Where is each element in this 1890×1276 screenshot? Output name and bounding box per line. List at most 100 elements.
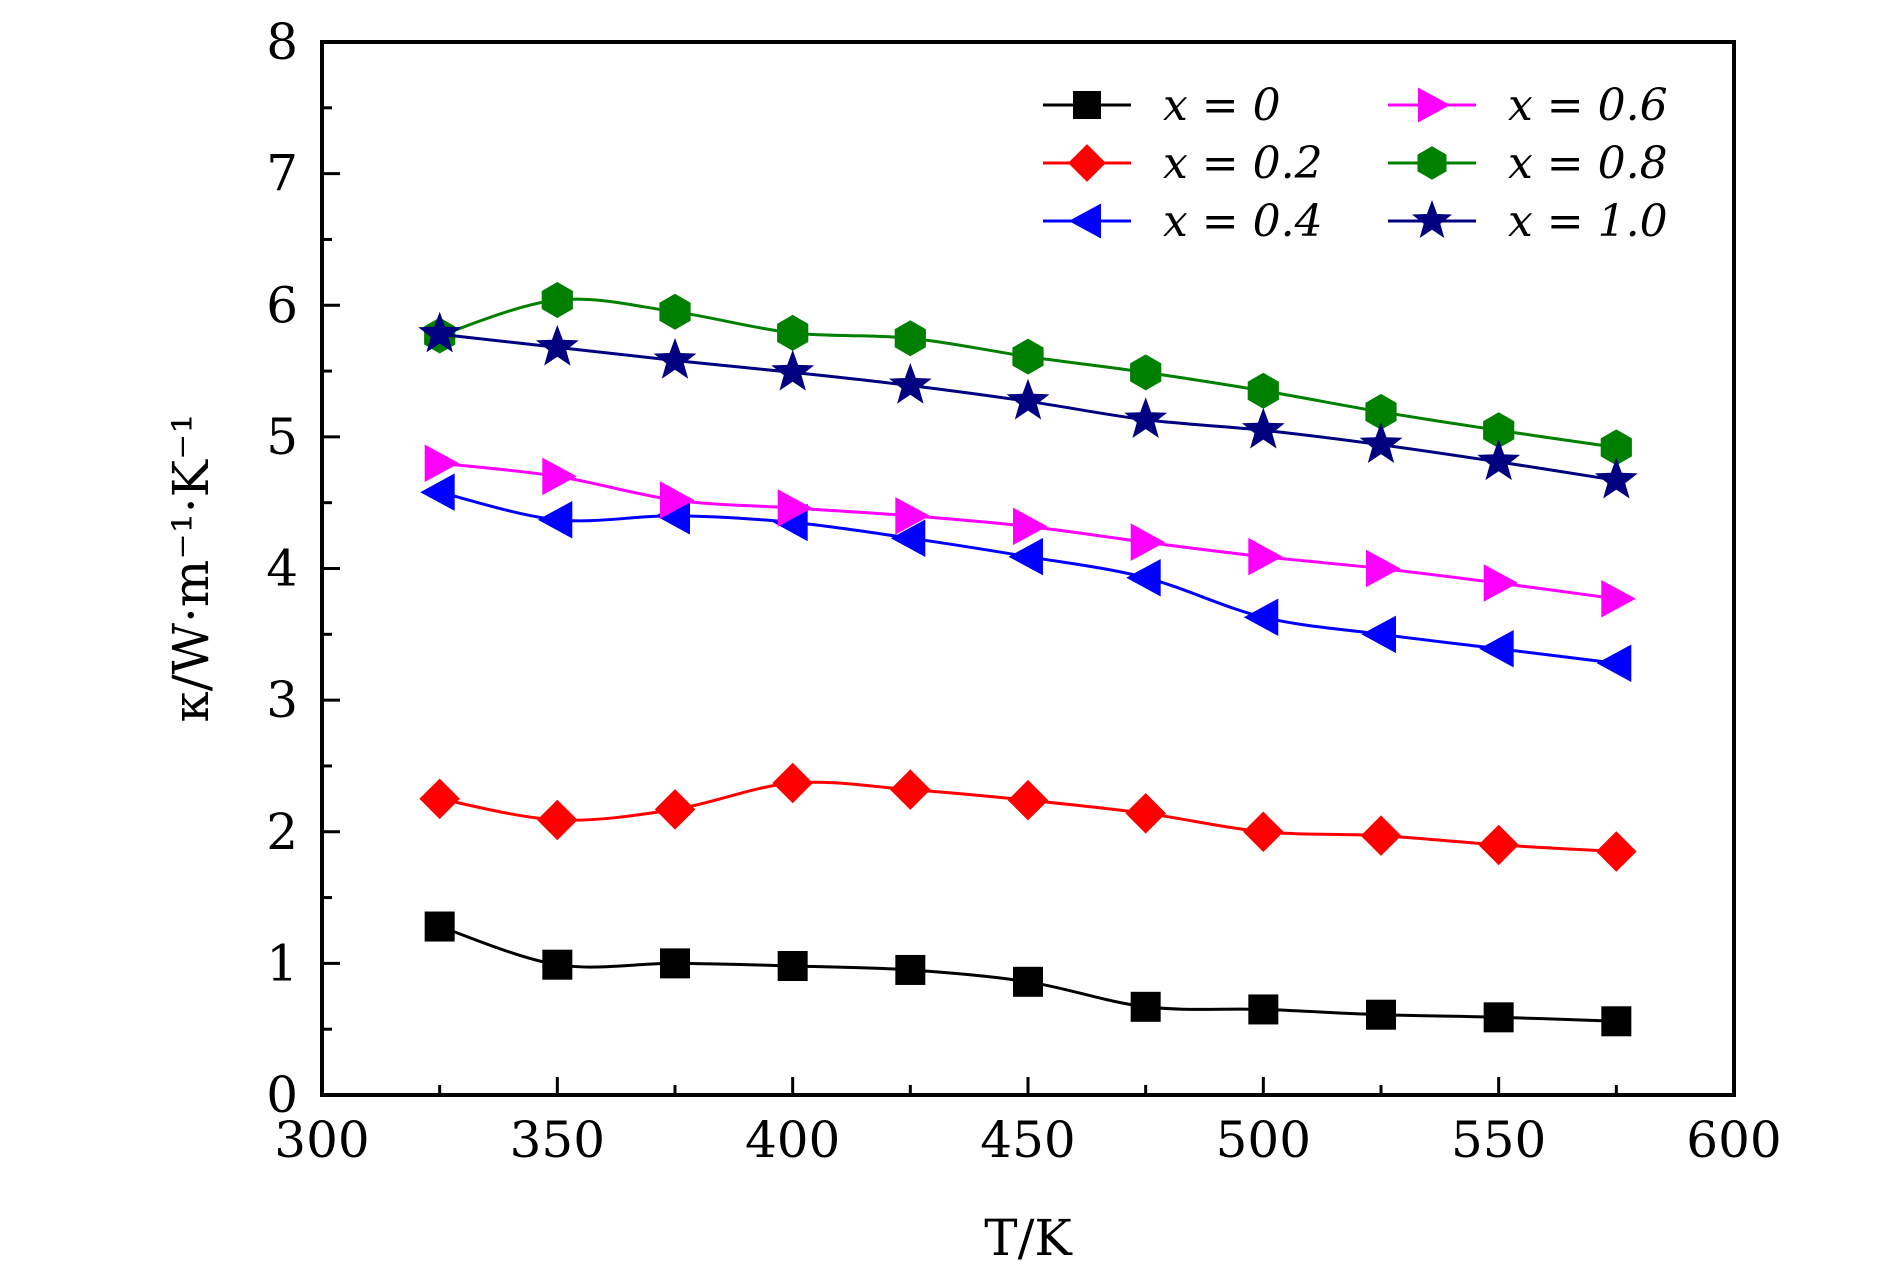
data-point	[1601, 580, 1636, 618]
data-point	[1068, 144, 1106, 182]
series	[424, 444, 1636, 618]
data-point	[1068, 203, 1101, 239]
data-point	[1594, 457, 1638, 499]
data-point	[1477, 439, 1521, 481]
data-point	[542, 457, 577, 496]
legend-item: x = 0.2	[1043, 138, 1323, 189]
legend-label: x = 0	[1163, 80, 1281, 131]
data-point	[1248, 994, 1279, 1025]
y-tick-label: 5	[266, 408, 298, 466]
legend-label: x = 0.6	[1508, 80, 1668, 131]
y-tick-label: 0	[266, 1066, 298, 1124]
x-tick-label: 450	[980, 1111, 1075, 1169]
data-point	[1483, 1002, 1514, 1033]
data-point	[1248, 537, 1283, 576]
y-tick-label: 3	[266, 671, 298, 729]
data-point	[1596, 831, 1637, 872]
data-point	[890, 769, 931, 810]
legend-label: x = 0.2	[1163, 138, 1323, 189]
data-point	[890, 519, 926, 557]
x-tick-label: 600	[1686, 1111, 1781, 1169]
data-point	[771, 349, 815, 391]
data-point	[1412, 200, 1452, 238]
data-point	[654, 789, 696, 830]
data-point	[1013, 507, 1048, 546]
data-point	[1073, 91, 1101, 119]
data-point	[1130, 991, 1161, 1022]
y-tick-label: 2	[266, 803, 298, 861]
x-axis-title: T/K	[984, 1209, 1073, 1267]
data-point	[660, 481, 695, 519]
y-tick-label: 4	[266, 540, 298, 598]
x-tick-label: 400	[745, 1111, 840, 1169]
legend-label: x = 0.8	[1508, 138, 1668, 189]
data-point	[1361, 615, 1396, 654]
data-point	[1243, 598, 1279, 636]
data-point	[1130, 523, 1166, 561]
legend: x = 0 x = 0.2 x = 0.4 x = 0.6 x = 0.8 x = 1.0	[1043, 80, 1668, 247]
data-point	[541, 282, 573, 318]
data-point	[542, 949, 573, 980]
data-point	[1417, 146, 1447, 180]
data-point	[1596, 644, 1632, 682]
x-axis-ticks: 300 350 400 450 500 550 600	[274, 1077, 1782, 1169]
x-tick-label: 350	[510, 1111, 605, 1169]
y-tick-label: 1	[266, 934, 298, 992]
data-point	[1007, 779, 1049, 821]
data-point	[1241, 407, 1285, 449]
data-point	[777, 489, 813, 527]
data-point	[1601, 1006, 1632, 1037]
data-point	[1365, 393, 1397, 430]
legend-item: x = 0	[1043, 80, 1281, 131]
data-point	[894, 320, 926, 357]
x-tick-label: 300	[274, 1111, 369, 1169]
data-point	[418, 311, 462, 353]
data-point	[1483, 564, 1519, 602]
legend-item: x = 0.6	[1388, 80, 1668, 131]
data-point	[1418, 87, 1451, 123]
data-point	[1247, 372, 1279, 409]
data-point	[419, 778, 460, 820]
data-point	[1243, 811, 1284, 852]
data-point	[772, 762, 813, 804]
data-point	[777, 951, 808, 982]
data-point	[888, 363, 932, 404]
data-point	[537, 799, 578, 841]
data-point	[1359, 422, 1403, 463]
y-tick-label: 8	[266, 13, 298, 71]
data-point	[777, 314, 809, 351]
data-point	[1360, 815, 1402, 856]
y-tick-label: 7	[266, 145, 298, 203]
legend-item: x = 0.8	[1388, 138, 1668, 189]
y-tick-label: 6	[266, 276, 298, 334]
data-point	[660, 948, 690, 979]
data-point	[424, 911, 455, 942]
data-point	[1126, 559, 1161, 597]
x-tick-label: 550	[1451, 1111, 1546, 1169]
y-axis-title: κ/W·m⁻¹·K⁻¹	[162, 414, 220, 723]
data-point	[1013, 966, 1043, 997]
data-point	[1130, 354, 1162, 391]
data-point	[895, 497, 930, 535]
x-tick-label: 500	[1216, 1111, 1311, 1169]
series	[419, 762, 1637, 872]
data-point	[1125, 793, 1166, 834]
series	[418, 311, 1638, 499]
y-axis-ticks: 0 1 2 3 4 5 6 7 8	[266, 13, 340, 1124]
data-point	[424, 444, 460, 482]
data-point	[1012, 338, 1044, 375]
series-layer	[418, 282, 1638, 1037]
data-point	[659, 293, 691, 330]
data-point	[535, 324, 579, 366]
data-point	[420, 473, 455, 511]
legend-item: x = 1.0	[1388, 196, 1668, 247]
data-point	[653, 338, 697, 379]
legend-label: x = 0.4	[1163, 196, 1323, 247]
data-point	[537, 501, 573, 539]
data-point	[1478, 824, 1519, 866]
data-point	[1366, 549, 1401, 588]
legend-label: x = 1.0	[1508, 196, 1668, 247]
data-point	[1124, 397, 1168, 438]
data-point	[1600, 429, 1632, 466]
